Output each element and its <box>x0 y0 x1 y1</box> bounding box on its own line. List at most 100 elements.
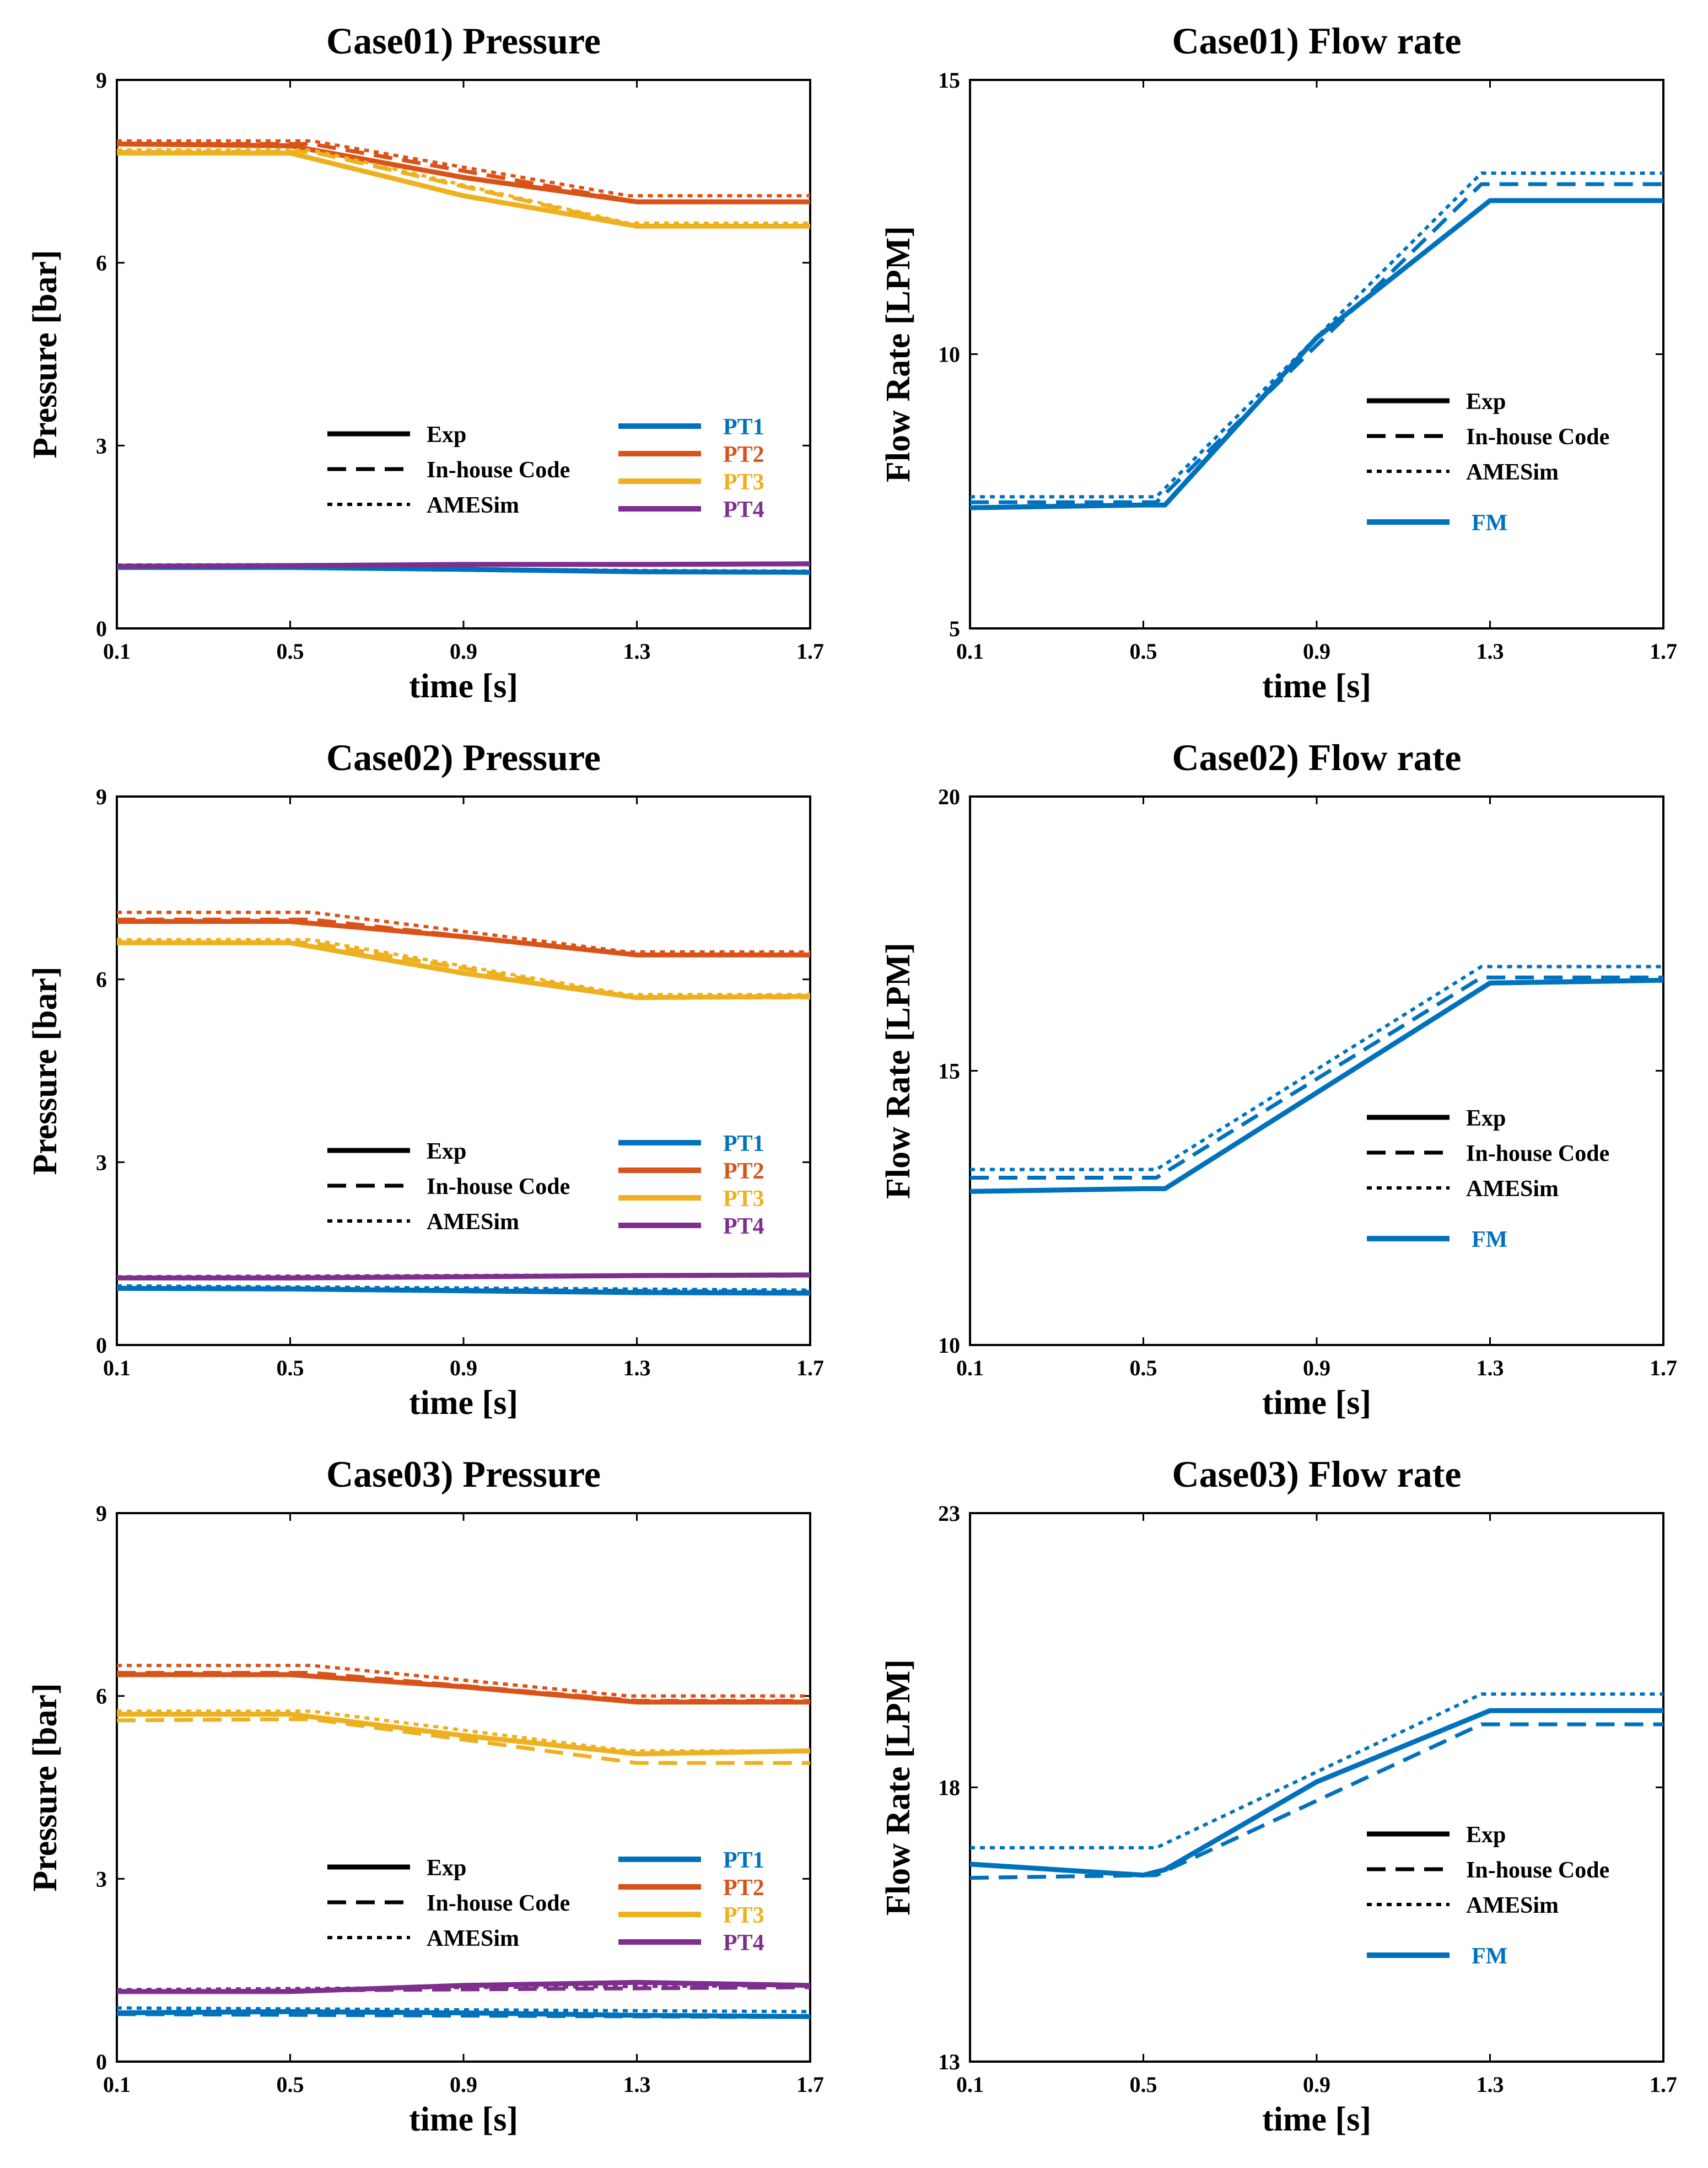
case01-flow-fm-amesim-line <box>970 171 1663 499</box>
case03-flow-panel: Case03) Flow rate 0.1 0.5 0.9 1.3 1.7 13 18 23 ti… <box>880 1453 1677 2138</box>
case02-flow-ylabel: Flow Rate [LPM] <box>880 943 917 1199</box>
case01-flow-xlabel: time [s] <box>1262 668 1371 705</box>
case01-pressure-xtick-label: 1.3 <box>623 639 651 664</box>
case03-pressure-title: Case03) Pressure <box>326 1453 601 1495</box>
case02-pressure-legend-pt1-label: PT1 <box>723 1131 764 1156</box>
case03-flow-title: Case03) Flow rate <box>1172 1453 1462 1495</box>
case02-flow-fm-amesim-line <box>970 965 1663 1171</box>
case01-flow-legend-style-inhouse-label: In-house Code <box>1466 424 1609 450</box>
case03-pressure-pt3-exp-line <box>117 1712 811 1757</box>
case02-pressure-xtick-label: 1.7 <box>796 1355 824 1380</box>
case01-pressure-pt3-inhouse-line <box>117 150 810 228</box>
case02-flow-xtick-label: 0.9 <box>1303 1355 1330 1380</box>
case01-flow-legend-style-exp-label: Exp <box>1466 389 1506 415</box>
case03-flow-ytick-label: 18 <box>938 1776 960 1800</box>
case03-flow-xtick-label: 1.3 <box>1477 2072 1504 2097</box>
case03-pressure-pt2-amesim-line <box>117 1664 810 1698</box>
case02-flow-fm-inhouse-line <box>970 975 1663 1180</box>
case03-pressure-ytick-label: 9 <box>96 1501 107 1526</box>
case03-pressure-xtick-label: 0.9 <box>450 2072 477 2097</box>
case02-flow-legend-style-inhouse-label: In-house Code <box>1466 1141 1609 1166</box>
case02-pressure-legend-style-exp-label: Exp <box>427 1139 466 1164</box>
case01-pressure-ytick-label: 0 <box>96 616 107 641</box>
case02-flow-xtick-label: 0.1 <box>956 1355 984 1380</box>
case02-pressure-legend-pt3-label: PT3 <box>723 1186 764 1212</box>
case03-flow-ytick-label: 13 <box>938 2049 960 2074</box>
case03-pressure-ytick-label: 0 <box>96 2049 107 2074</box>
case03-flow-fm-inhouse-line <box>969 1722 1663 1880</box>
case02-pressure-ytick-label: 0 <box>96 1333 107 1358</box>
case02-pressure-legend-style-inhouse-label: In-house Code <box>427 1174 570 1199</box>
case01-pressure-ytick-label: 9 <box>96 68 107 93</box>
case03-flow-xtick-label: 1.7 <box>1650 2072 1677 2097</box>
case01-pressure-panel: Case01) Pressure 0.1 0.5 0.9 1.3 1.7 0 3 6 9 time … <box>26 20 824 705</box>
case01-pressure-title: Case01) Pressure <box>326 20 601 62</box>
case01-flow-axes-frame <box>969 79 1664 630</box>
case01-pressure-ytick-label: 3 <box>96 433 107 458</box>
case01-pressure-axes-frame <box>116 79 811 630</box>
case02-pressure-pt3-inhouse-line <box>117 940 810 1000</box>
case01-flow-ytick-label: 5 <box>949 616 960 641</box>
case01-flow-ytick-label: 15 <box>938 68 960 93</box>
case03-pressure-legend-style-inhouse-label: In-house Code <box>427 1891 570 1916</box>
case02-pressure-ytick-label: 3 <box>96 1150 107 1175</box>
case02-pressure-pt3-exp-line <box>117 940 811 1000</box>
case01-flow-title: Case01) Flow rate <box>1172 20 1462 62</box>
case03-pressure-pt3-inhouse-line <box>116 1717 810 1765</box>
case01-pressure-xtick-label: 0.5 <box>277 639 304 664</box>
case01-pressure-legend-style-amesim-label: AMESim <box>427 493 519 518</box>
case03-pressure-xtick-label: 0.5 <box>277 2072 304 2097</box>
case03-pressure-xtick-label: 1.7 <box>796 2072 824 2097</box>
case02-flow-xtick-label: 0.5 <box>1130 1355 1157 1380</box>
case02-flow-legend-fm-label: FM <box>1472 1227 1507 1252</box>
case01-flow-xtick-label: 0.5 <box>1130 639 1157 664</box>
case01-flow-fm-inhouse-line <box>970 182 1663 504</box>
case03-pressure-xtick-label: 0.1 <box>103 2072 131 2097</box>
case01-flow-xtick-label: 0.9 <box>1303 639 1330 664</box>
case01-pressure-pt4-exp-line <box>116 561 811 569</box>
case02-pressure-xtick-label: 0.5 <box>277 1355 304 1380</box>
case02-pressure-xtick-label: 1.3 <box>623 1355 651 1380</box>
case02-flow-fm-exp-line <box>969 977 1664 1194</box>
case01-flow-xtick-label: 0.1 <box>956 639 984 664</box>
case01-flow-xtick-label: 1.7 <box>1650 639 1677 664</box>
case03-flow-legend-style-exp-label: Exp <box>1466 1822 1506 1848</box>
case01-pressure-ylabel: Pressure [bar] <box>26 250 64 458</box>
case02-pressure-xtick-label: 0.1 <box>103 1355 131 1380</box>
case03-pressure-xlabel: time [s] <box>409 2101 518 2138</box>
case02-pressure-pt2-exp-line <box>117 919 810 957</box>
case03-flow-xtick-label: 0.1 <box>956 2072 984 2097</box>
case03-flow-xtick-label: 0.9 <box>1303 2072 1330 2097</box>
case02-pressure-ylabel: Pressure [bar] <box>26 966 64 1175</box>
case01-pressure-legend-style-inhouse-label: In-house Code <box>427 458 570 483</box>
case02-pressure-pt4-exp-line <box>117 1272 811 1281</box>
case01-pressure-pt3-exp-line <box>117 150 810 229</box>
case03-pressure-panel: Case03) Pressure 0.1 0.5 0.9 1.3 1.7 0 3 6 9 time … <box>26 1453 824 2138</box>
case03-pressure-ylabel: Pressure [bar] <box>26 1683 64 1891</box>
case03-pressure-pt2-exp-line <box>117 1672 810 1705</box>
case02-flow-ytick-label: 10 <box>938 1333 960 1358</box>
case02-flow-xlabel: time [s] <box>1262 1384 1371 1422</box>
case03-flow-fm-exp-line <box>969 1708 1663 1878</box>
case01-pressure-legend-pt1-label: PT1 <box>723 415 764 440</box>
case03-pressure-axes-frame <box>116 1512 811 2063</box>
case02-flow-ytick-label: 20 <box>938 784 960 809</box>
case02-flow-ytick-label: 15 <box>938 1059 960 1084</box>
case02-flow-legend-style-amesim-label: AMESim <box>1466 1176 1559 1202</box>
case01-flow-legend-style-amesim-label: AMESim <box>1466 460 1559 485</box>
case03-flow-xtick-label: 0.5 <box>1130 2072 1157 2097</box>
case01-flow-fm-exp-line <box>969 198 1663 510</box>
case03-flow-ylabel: Flow Rate [LPM] <box>880 1659 917 1916</box>
case01-pressure-pt2-exp-line <box>116 141 810 205</box>
case01-flow-ytick-label: 10 <box>938 342 960 367</box>
case03-pressure-pt4-exp-line <box>117 1979 811 1994</box>
case03-flow-legend-style-inhouse-label: In-house Code <box>1466 1858 1609 1883</box>
case01-pressure-pt2-amesim-line <box>117 139 810 198</box>
case02-pressure-xtick-label: 0.9 <box>450 1355 477 1380</box>
case02-pressure-title: Case02) Pressure <box>326 736 601 778</box>
case02-pressure-panel: Case02) Pressure 0.1 0.5 0.9 1.3 1.7 0 3 6 9 time … <box>26 736 824 1422</box>
case02-flow-title: Case02) Flow rate <box>1172 736 1462 778</box>
case01-pressure-xlabel: time [s] <box>409 668 518 705</box>
case01-flow-ylabel: Flow Rate [LPM] <box>880 226 917 482</box>
case01-pressure-legend-pt4-label: PT4 <box>723 497 764 523</box>
